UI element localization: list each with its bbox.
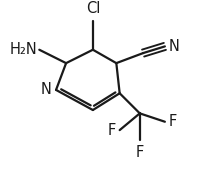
Text: N: N — [168, 39, 179, 54]
Text: F: F — [108, 123, 116, 138]
Text: F: F — [168, 114, 176, 129]
Text: Cl: Cl — [86, 1, 100, 16]
Text: F: F — [136, 145, 144, 160]
Text: N: N — [40, 82, 51, 97]
Text: H₂N: H₂N — [10, 42, 38, 57]
